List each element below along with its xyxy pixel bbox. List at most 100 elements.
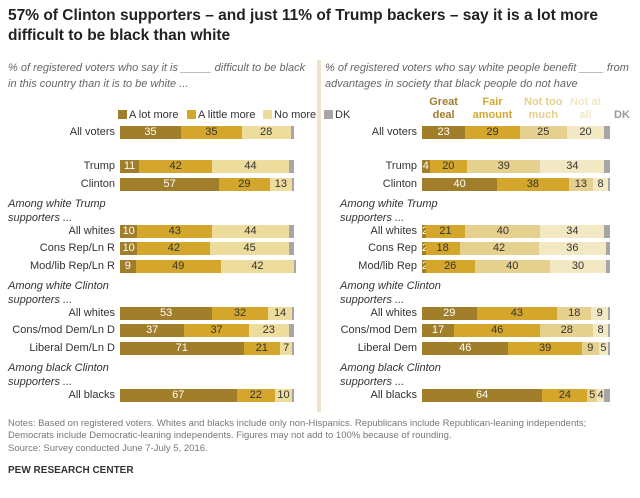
value-label: 43 xyxy=(510,306,524,319)
value-label: 28 xyxy=(560,324,573,336)
value-label: 43 xyxy=(168,224,181,237)
legend-label: No more xyxy=(274,108,317,121)
value-label: 23 xyxy=(437,126,450,138)
value-label: 49 xyxy=(172,259,185,272)
category-label: All whites xyxy=(370,224,417,237)
value-label: 39 xyxy=(539,341,552,354)
value-label: 10 xyxy=(277,388,290,401)
category-label: Liberal Dem xyxy=(357,341,417,354)
value-label: 37 xyxy=(146,324,159,336)
value-label: 4 xyxy=(597,388,604,401)
bar-segment xyxy=(184,324,249,337)
bar-segment xyxy=(120,126,181,139)
bar-segment xyxy=(425,259,475,273)
bar-segment xyxy=(241,126,291,139)
legend-label: DK xyxy=(335,108,351,121)
value-label: 25 xyxy=(537,126,550,138)
value-label: 23 xyxy=(262,324,275,336)
bar-segment xyxy=(120,224,138,238)
bar-segment xyxy=(606,242,610,255)
bar-segment xyxy=(465,126,520,139)
value-label: 24 xyxy=(558,388,571,401)
value-label: 9 xyxy=(587,341,594,354)
bar-segment xyxy=(292,341,294,355)
bar-segment xyxy=(429,160,468,173)
value-label: 2 xyxy=(422,260,428,273)
bar-segment xyxy=(604,126,610,139)
value-label: 9 xyxy=(596,306,603,319)
value-label: 7 xyxy=(283,341,290,354)
bar-segment xyxy=(422,259,426,273)
bar-segment xyxy=(508,341,582,355)
bar-segment xyxy=(557,306,592,320)
source: Source: Survey conducted June 7-July 5, … xyxy=(8,443,208,454)
bar-segment xyxy=(120,177,220,191)
bar-segment xyxy=(608,177,610,191)
group-label: Among white Trump supporters ... xyxy=(340,198,438,224)
bar-segment xyxy=(549,259,607,273)
value-label: 40 xyxy=(453,177,466,190)
bar-segment xyxy=(604,160,610,173)
value-label: 8 xyxy=(597,324,604,336)
credit: PEW RESEARCH CENTER xyxy=(8,465,134,476)
value-label: 5 xyxy=(600,341,607,354)
value-label: 71 xyxy=(175,341,188,354)
category-label: Mod/lib Rep xyxy=(358,259,417,272)
legend-label: Great deal xyxy=(429,96,458,121)
bar-segment xyxy=(422,306,477,320)
bar-segment xyxy=(465,224,541,238)
bar-segment xyxy=(476,306,558,320)
bar-segment xyxy=(591,306,609,320)
value-label: 14 xyxy=(273,306,287,319)
bar-segment xyxy=(422,224,426,238)
category-label: Mod/lib Rep/Ln R xyxy=(30,259,115,272)
bar-segment xyxy=(540,160,605,173)
value-label: 18 xyxy=(436,242,449,254)
bar-segment xyxy=(212,306,268,320)
value-label: 64 xyxy=(476,388,489,401)
bar-segment xyxy=(120,341,244,355)
bar-segment xyxy=(608,341,610,355)
bar-segment xyxy=(292,306,294,320)
bar-segment xyxy=(120,259,136,273)
bar-segment xyxy=(267,306,293,320)
value-label: 34 xyxy=(566,160,579,172)
bar-segment xyxy=(606,259,610,273)
group-label: Among black Clinton supporters ... xyxy=(8,362,109,388)
value-label: 42 xyxy=(492,242,506,254)
value-label: 28 xyxy=(260,126,273,138)
title: 57% of Clinton supporters – and just 11%… xyxy=(8,7,599,44)
bar-segment xyxy=(212,224,289,238)
value-label: 42 xyxy=(169,160,182,172)
bar-segment xyxy=(540,224,605,238)
group-label: Among white Clinton supporters ... xyxy=(8,280,109,306)
bar-segment xyxy=(581,341,599,355)
bar-segment xyxy=(120,160,140,173)
value-label: 29 xyxy=(443,306,456,319)
category-label: All voters xyxy=(371,126,417,138)
bar-segment xyxy=(292,388,294,402)
value-label: 29 xyxy=(238,177,251,190)
bar-segment xyxy=(288,160,294,173)
bar-segment xyxy=(519,126,567,139)
value-label: 13 xyxy=(574,177,587,190)
bar-segment xyxy=(422,388,543,402)
category-label: Cons/mod Dem xyxy=(340,324,417,336)
value-label: 39 xyxy=(497,160,510,172)
separator xyxy=(317,60,321,412)
bar-segment xyxy=(542,388,588,402)
category-label: Trump xyxy=(385,160,417,172)
bar-segment xyxy=(538,242,607,255)
bar-segment xyxy=(294,259,296,273)
bar-segment xyxy=(137,224,213,238)
subtitle: % of registered voters who say it is ___… xyxy=(8,62,306,90)
bar-segment xyxy=(274,388,293,402)
value-label: 57 xyxy=(163,177,176,190)
bar-segment xyxy=(288,224,294,238)
legend-label: Fair amount xyxy=(472,96,513,121)
value-label: 53 xyxy=(159,306,173,319)
category-label: All blacks xyxy=(370,388,417,401)
bar-segment xyxy=(288,324,294,337)
bar-segment xyxy=(453,324,541,337)
